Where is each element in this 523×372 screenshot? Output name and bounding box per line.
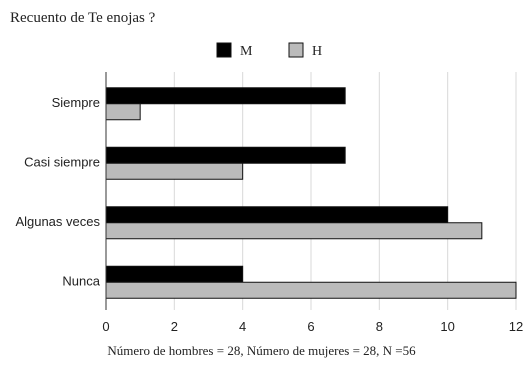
legend-swatch	[288, 42, 304, 58]
legend-swatch	[216, 42, 232, 58]
x-tick-label: 8	[376, 319, 383, 334]
bar-m	[105, 265, 244, 283]
bar-h	[105, 222, 483, 240]
sample-size-note: Número de hombres = 28, Número de mujere…	[107, 343, 416, 358]
bar-h	[105, 103, 141, 121]
x-tick-label: 12	[509, 319, 523, 334]
bar-m	[105, 206, 449, 224]
category-label: Algunas veces	[15, 214, 100, 229]
bar-h	[105, 162, 244, 180]
x-tick-label: 2	[171, 319, 178, 334]
bar-m	[105, 87, 346, 105]
bar-h	[105, 281, 517, 299]
x-tick-label: 4	[239, 319, 246, 334]
tick-labels: 0 2 4 6 8 10 12	[102, 319, 523, 334]
category-label: Siempre	[52, 95, 100, 110]
bar-m	[105, 146, 346, 164]
category-label: Casi siempre	[24, 154, 100, 169]
chart-title: Recuento de Te enojas ?	[10, 10, 156, 26]
category-labels: Siempre Casi siempre Algunas veces Nunca	[15, 95, 100, 289]
legend-label: H	[312, 44, 322, 59]
x-tick-label: 10	[440, 319, 454, 334]
x-tick-label: 0	[102, 319, 109, 334]
legend-label: M	[240, 44, 253, 59]
bars	[105, 87, 517, 299]
x-tick-label: 6	[307, 319, 314, 334]
category-label: Nunca	[62, 273, 100, 288]
